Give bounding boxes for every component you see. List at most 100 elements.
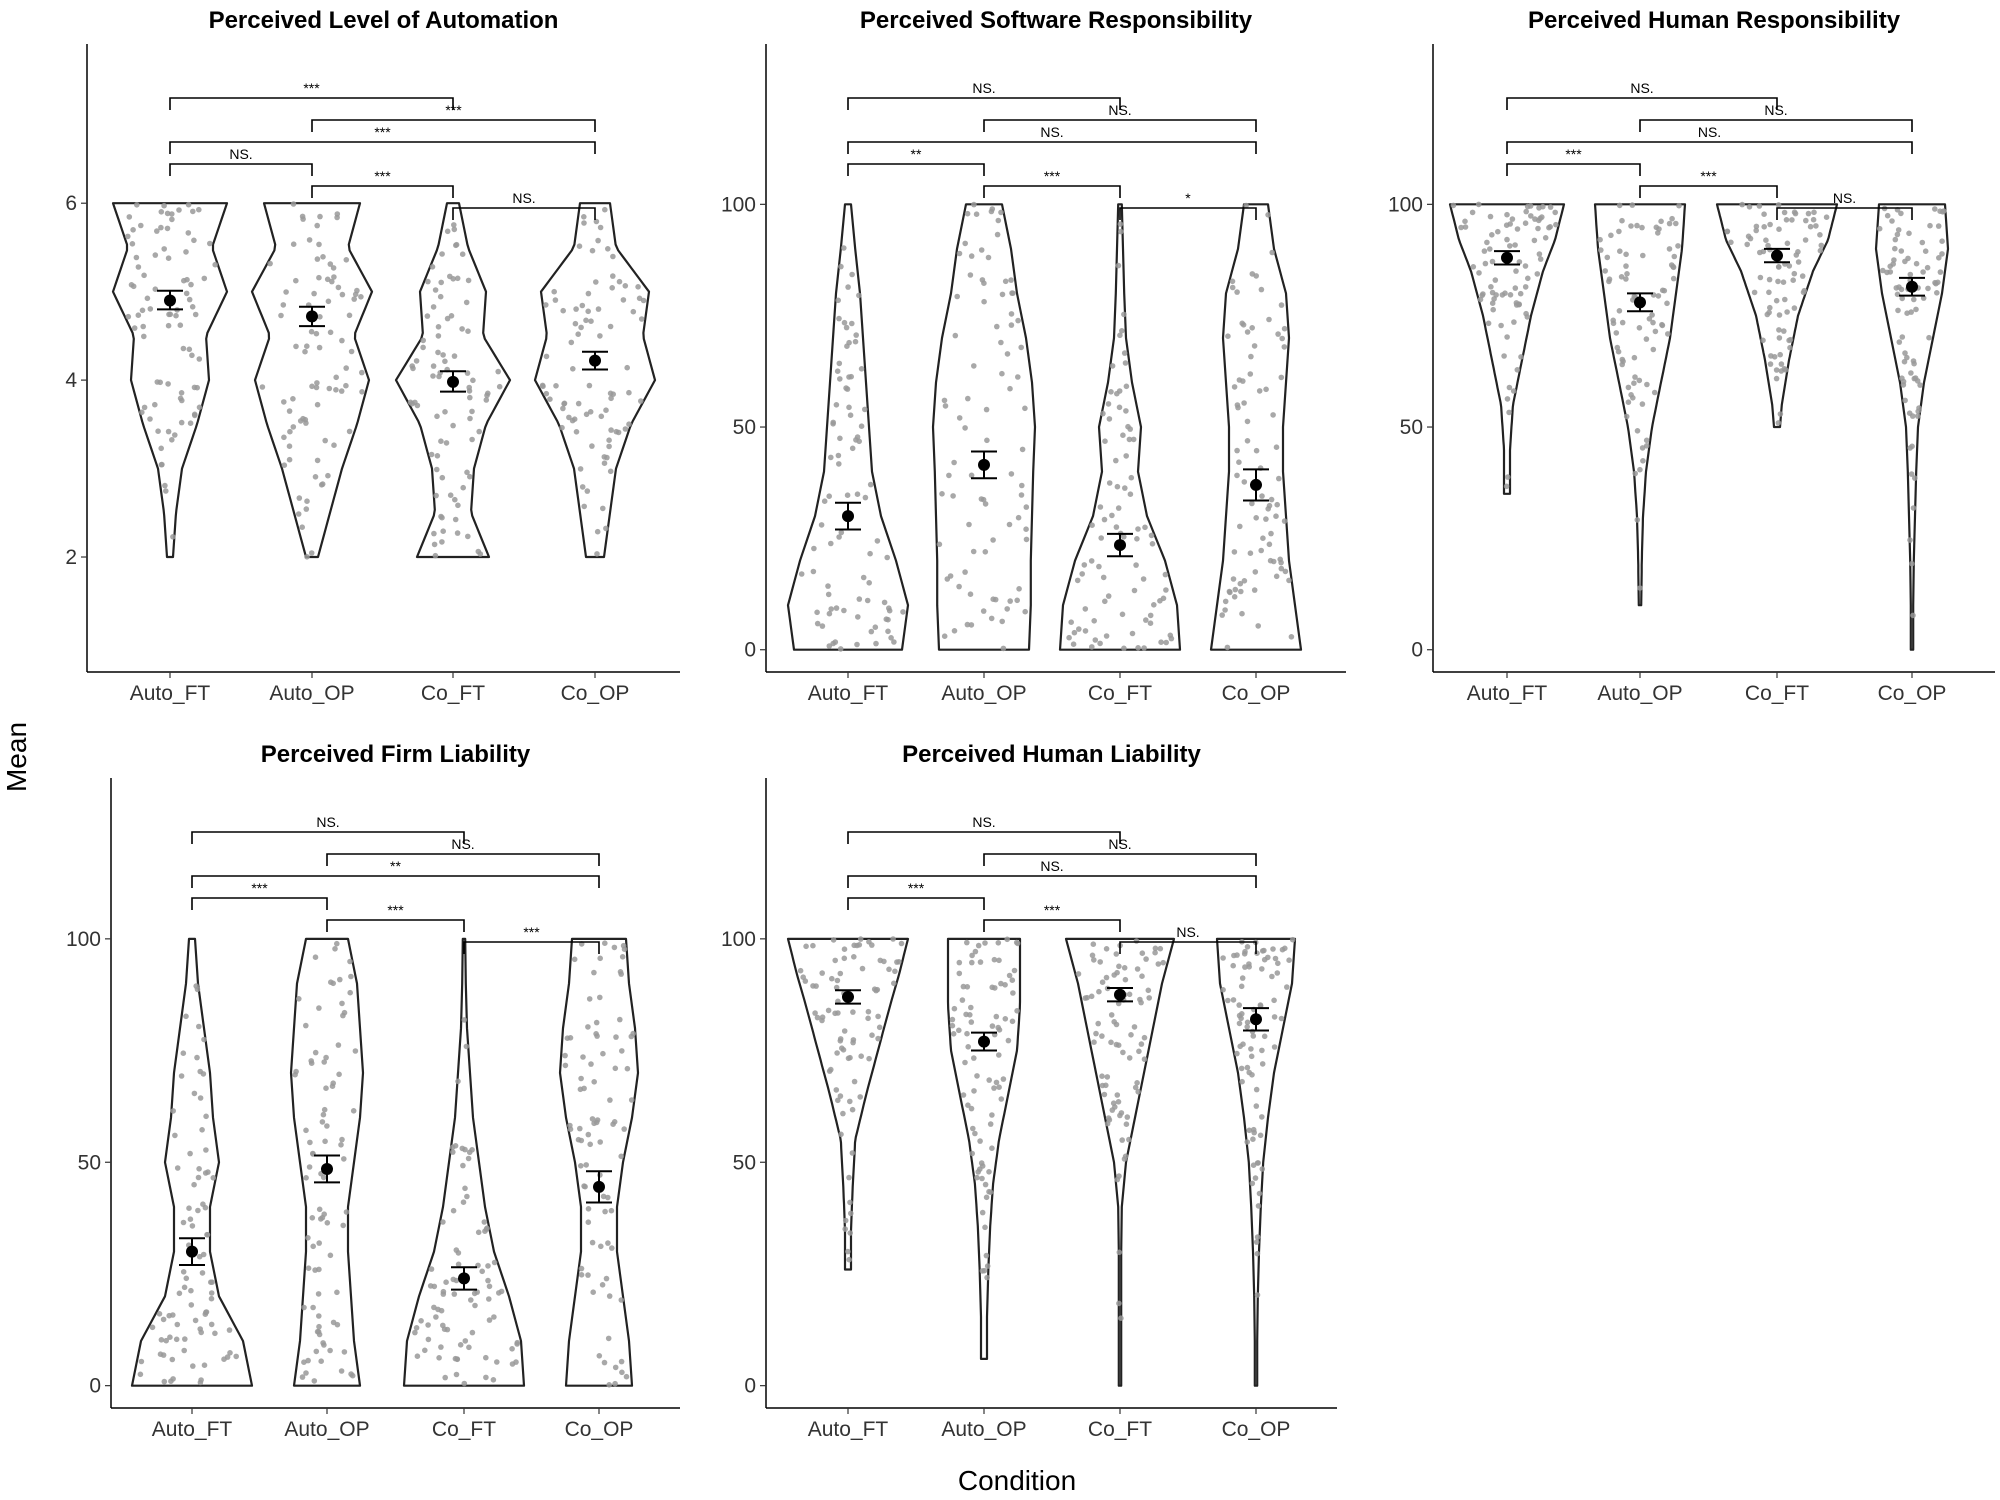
jitter-point xyxy=(305,1357,311,1364)
jitter-point xyxy=(967,272,974,278)
jitter-point xyxy=(490,1377,497,1383)
jitter-point xyxy=(1766,289,1772,296)
jitter-point xyxy=(609,1245,615,1251)
significance-label: *** xyxy=(387,902,404,918)
jitter-point xyxy=(1547,204,1554,210)
jitter-point xyxy=(819,1017,825,1024)
jitter-point xyxy=(1143,617,1149,623)
jitter-point xyxy=(466,1344,472,1351)
jitter-point xyxy=(201,1036,207,1043)
jitter-point xyxy=(1225,997,1231,1004)
jitter-point xyxy=(1254,1250,1261,1257)
significance-bracket xyxy=(452,207,596,220)
jitter-point xyxy=(1100,574,1107,581)
jitter-point xyxy=(994,231,1001,238)
x-tick-label: Auto_OP xyxy=(941,682,1026,705)
jitter-point xyxy=(173,312,179,319)
jitter-point xyxy=(601,1359,608,1366)
jitter-point xyxy=(1623,413,1630,420)
jitter-point xyxy=(846,1256,852,1263)
jitter-point xyxy=(303,506,310,512)
jitter-point xyxy=(989,1023,996,1029)
significance-bracket xyxy=(169,141,596,154)
jitter-point xyxy=(435,333,442,339)
jitter-point xyxy=(1817,247,1824,254)
jitter-point xyxy=(1246,1127,1253,1134)
jitter-point xyxy=(1271,997,1277,1004)
jitter-point xyxy=(1004,936,1010,943)
jitter-point xyxy=(969,952,975,959)
jitter-point xyxy=(1089,522,1095,528)
jitter-point xyxy=(439,539,445,545)
jitter-point xyxy=(300,216,306,222)
jitter-point xyxy=(180,1269,187,1275)
jitter-point xyxy=(1133,938,1140,944)
jitter-point xyxy=(304,554,310,560)
jitter-point xyxy=(939,491,945,497)
jitter-point xyxy=(1491,296,1497,302)
jitter-point xyxy=(440,1288,447,1295)
jitter-point xyxy=(430,373,436,379)
jitter-point xyxy=(842,1226,848,1232)
x-tick-label: Co_FT xyxy=(421,682,485,705)
jitter-point xyxy=(1255,623,1261,629)
jitter-point xyxy=(581,220,587,226)
jitter-point xyxy=(1126,1055,1133,1061)
jitter-point xyxy=(810,983,816,989)
jitter-point xyxy=(1484,239,1490,246)
jitter-point xyxy=(1243,202,1249,209)
jitter-point xyxy=(431,530,437,537)
jitter-point xyxy=(185,201,192,208)
y-axis-title: Mean xyxy=(1,722,32,792)
jitter-point xyxy=(1130,436,1137,443)
jitter-point xyxy=(1745,233,1752,240)
jitter-point xyxy=(1252,1175,1259,1181)
jitter-point xyxy=(321,1211,328,1217)
jitter-point xyxy=(338,388,345,394)
jitter-point xyxy=(1506,409,1512,416)
jitter-point xyxy=(1259,1047,1265,1054)
jitter-point xyxy=(450,1276,457,1283)
jitter-point xyxy=(839,1045,845,1051)
jitter-point xyxy=(971,1055,977,1061)
jitter-point xyxy=(1141,1056,1148,1062)
jitter-point xyxy=(1650,346,1657,353)
jitter-point xyxy=(196,1253,203,1260)
jitter-point xyxy=(130,283,137,290)
jitter-point xyxy=(1275,331,1281,337)
jitter-point xyxy=(460,484,467,491)
jitter-point xyxy=(619,954,626,960)
jitter-point xyxy=(320,253,326,260)
jitter-point xyxy=(1249,500,1255,507)
jitter-point xyxy=(481,1219,488,1225)
jitter-point xyxy=(993,1013,1000,1020)
jitter-point xyxy=(1909,413,1916,419)
jitter-point xyxy=(595,306,602,312)
significance-label: NS. xyxy=(451,836,474,852)
jitter-point xyxy=(316,344,323,351)
jitter-point xyxy=(313,384,320,391)
jitter-point xyxy=(174,1321,181,1328)
jitter-point xyxy=(1450,202,1457,209)
jitter-point xyxy=(312,1267,318,1273)
jitter-point xyxy=(1615,348,1622,355)
jitter-point xyxy=(1249,325,1255,331)
jitter-point xyxy=(841,946,848,952)
jitter-point xyxy=(1744,241,1750,248)
jitter-point xyxy=(1116,963,1122,970)
jitter-point xyxy=(1783,217,1790,223)
jitter-point xyxy=(1229,278,1236,285)
jitter-point xyxy=(159,461,165,468)
jitter-point xyxy=(855,614,861,620)
jitter-point xyxy=(439,251,445,257)
jitter-point xyxy=(1487,213,1494,220)
jitter-point xyxy=(434,466,440,473)
jitter-point xyxy=(845,284,851,290)
jitter-point xyxy=(1781,366,1788,372)
jitter-point xyxy=(540,383,546,390)
significance-bracket xyxy=(1639,185,1778,198)
jitter-point xyxy=(1105,593,1112,599)
jitter-point xyxy=(208,1321,215,1328)
jitter-point xyxy=(1102,598,1108,605)
jitter-point xyxy=(1145,987,1152,994)
